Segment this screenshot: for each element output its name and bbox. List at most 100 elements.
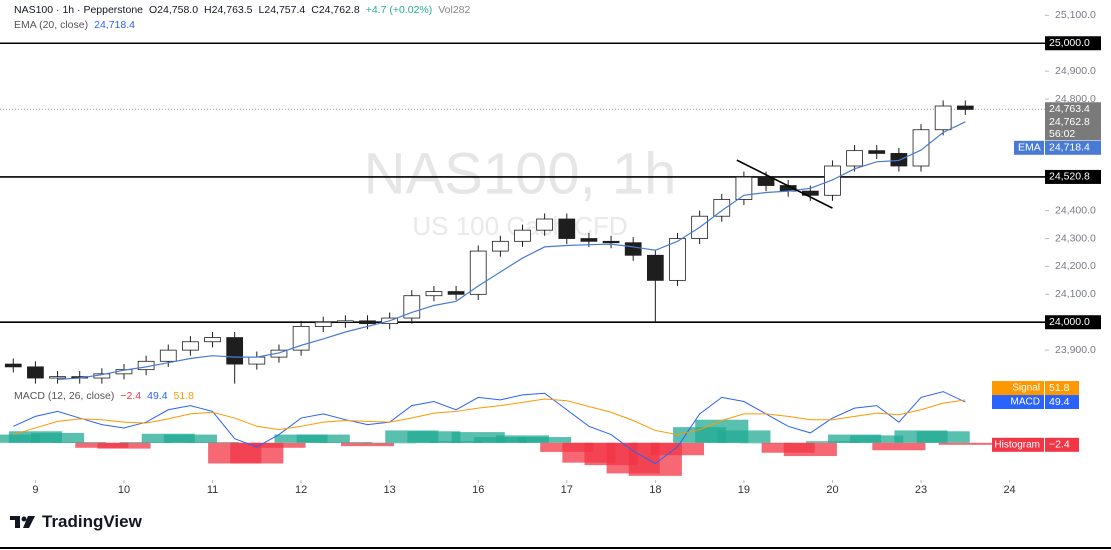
candle-body [314,321,332,327]
histogram-bar [916,431,970,443]
x-tick-label: 23 [915,484,927,496]
histogram-bar [163,434,217,443]
x-tick-label: 13 [384,484,396,496]
ema-value-label: 24,718.4 [1049,142,1090,154]
indicator-name-box [992,395,1044,410]
x-tick-label: 11 [207,484,218,496]
countdown: 56:02 [1049,128,1075,140]
macd-line [13,398,966,436]
candle-body [425,291,443,297]
candle-body [558,218,576,239]
candle-body [713,199,731,217]
histogram-bar [407,431,461,443]
ema-name: EMA (20, close) [14,19,89,31]
candle-body [757,176,775,186]
candle-body [182,341,199,351]
last-close-label: 24,762.8 [1049,116,1090,128]
histogram-bar [230,442,284,464]
candle-body [646,254,664,281]
candle-body [580,238,598,242]
level-label: 25,000.0 [1049,37,1090,49]
y-tick-label: 24,800.0 [1055,93,1096,105]
x-tick-label: 18 [649,484,661,496]
candle-body [270,349,288,358]
histogram-bar [252,442,306,448]
x-tick-label: 12 [295,484,307,496]
volume: Vol282 [438,4,471,16]
ohlc-close: C24,762.8 [311,4,360,16]
candle-body [49,376,66,379]
x-tick-label: 19 [738,484,750,496]
signal-value: 51.8 [173,390,194,402]
ema-value: 24,718.4 [94,19,135,31]
candle-body [469,250,487,295]
symbol-legend: NAS100 · 1h · Pepperstone O24,758.0 H24,… [14,4,470,16]
indicator-name: Histogram [994,439,1040,450]
candle-body [824,165,841,196]
x-tick-label: 20 [826,484,838,496]
candle-body [204,337,221,343]
histogram-bar [850,435,904,443]
ohlc-open: O24,758.0 [149,4,199,16]
indicator-name-box [992,437,1044,452]
level-label: 24,520.8 [1049,171,1090,183]
indicator-value: 51.8 [1049,382,1070,394]
level-box [1045,36,1101,51]
candle-body [359,320,376,325]
candle-body [514,229,531,242]
x-tick-label: 9 [32,484,38,496]
histogram-bar [938,442,992,445]
candle-body [491,240,509,252]
candle-body [292,326,310,351]
indicator-value-box [1045,381,1079,396]
candle-body [624,242,642,256]
indicator-value-box [1045,437,1079,452]
watermark: NAS100, 1h [364,141,677,206]
histogram-bar [185,442,240,443]
x-tick-label: 17 [561,484,573,496]
candle-body [956,105,974,110]
ema-line [57,121,966,381]
indicator-value: −2.4 [1049,439,1070,451]
histogram-bar [53,442,107,443]
histogram-bar [97,442,151,449]
hist-value: −2.4 [120,390,142,402]
candle-body [159,349,177,362]
macd-line [13,391,966,465]
x-tick-label: 10 [118,484,130,496]
candle-body [226,337,244,365]
ema-legend: EMA (20, close) 24,718.4 [14,19,135,31]
candle-body [4,363,22,368]
candle-body [912,129,930,167]
candle-body [27,366,44,379]
histogram-bar [340,442,395,447]
last-price-label: 24,763.4 [1049,103,1090,115]
candle-body [447,291,465,295]
histogram-bar [650,442,705,456]
histogram-bar [30,432,85,443]
histogram-bar [872,442,926,451]
histogram-bar [296,434,350,443]
change: +4.7 (+0.02%) [365,4,433,16]
candle-body [536,218,554,231]
ema-value-box [1045,140,1101,155]
indicator-name: Signal [1012,383,1040,394]
candle-body [735,176,753,200]
y-tick-label: 24,100.0 [1055,288,1096,300]
histogram-bar [363,442,417,444]
histogram-bar [717,430,771,443]
indicator-value-box [1045,395,1079,410]
candle-body [846,150,863,167]
x-tick-label: 24 [1003,484,1015,496]
ohlc-high: H24,763.5 [204,4,253,16]
ohlc-low: L24,757.4 [258,4,306,16]
level-box [1045,315,1101,330]
macd-title: MACD (12, 26, close) [14,390,115,402]
logo [10,516,35,528]
y-tick-label: 24,300.0 [1055,232,1096,244]
last-price-box [1045,102,1101,141]
level-label: 24,000.0 [1049,316,1090,328]
level-box [1045,169,1101,184]
